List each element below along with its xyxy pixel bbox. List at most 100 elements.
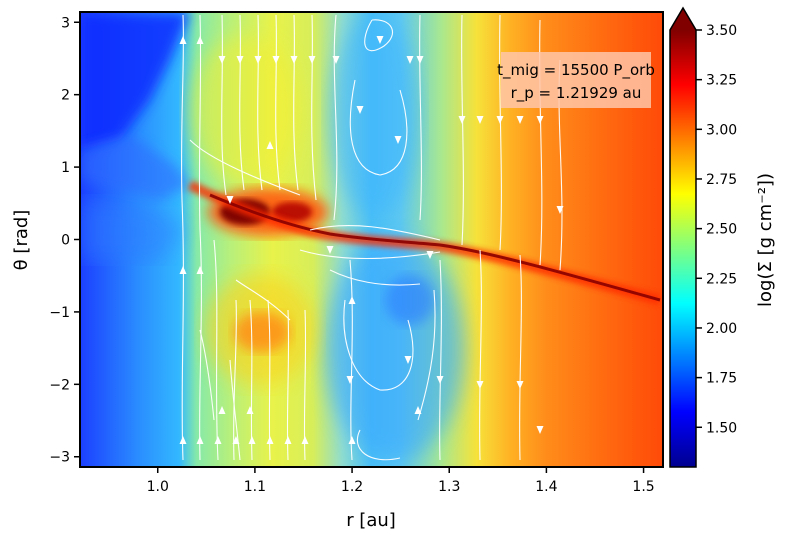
heatmap-gap-lower — [325, 240, 465, 460]
streamline-arrow — [436, 376, 444, 384]
annotation-box: t_mig = 15500 P_orb r_p = 1.21929 au — [497, 52, 655, 108]
streamline — [189, 139, 301, 196]
colorbar-label: log(Σ [g cm⁻²]) — [755, 173, 776, 307]
streamline-arrow — [196, 436, 204, 444]
streamline-arrow — [458, 116, 466, 124]
streamline-arrow — [394, 136, 402, 144]
streamline-arrow — [536, 426, 544, 434]
y-tick-label: 0 — [61, 233, 70, 249]
streamline — [275, 14, 281, 191]
streamline — [233, 299, 237, 461]
streamline-arrow — [416, 56, 424, 64]
colorbar-tick-label: 3.50 — [706, 23, 737, 39]
streamline-arrow — [516, 381, 524, 389]
colorbar: 1.50 1.75 2.00 2.25 2.50 2.75 3.00 3.25 3.50 log… — [669, 6, 776, 468]
streamline-arrow — [254, 56, 262, 64]
colorbar-tick-label: 2.50 — [706, 222, 737, 238]
streamline-arrow — [516, 116, 524, 124]
colorbar-extend-arrow — [670, 8, 696, 30]
colorbar-outline — [669, 6, 697, 468]
streamline-arrow — [179, 36, 187, 44]
streamline — [213, 239, 219, 461]
x-axis-ticks: 1.0 1.1 1.2 1.3 1.4 1.5 — [147, 467, 655, 495]
heatmap-gap-lower — [385, 275, 435, 325]
streamline — [221, 14, 227, 196]
streamline — [311, 14, 317, 201]
streamline-arrow — [348, 436, 356, 444]
annotation-line2: r_p = 1.21929 au — [511, 84, 642, 103]
streamline — [343, 299, 414, 391]
heatmap-spiral-wake-core — [209, 193, 661, 302]
x-tick-label: 1.3 — [438, 479, 460, 495]
streamline-arrow — [290, 56, 298, 64]
streamline — [499, 14, 502, 251]
heatmap-vortex-lower-core — [234, 312, 290, 352]
x-tick-label: 1.2 — [341, 479, 363, 495]
y-axis-ticks: −3 −2 −1 0 1 2 3 — [49, 15, 80, 466]
streamline — [349, 79, 408, 176]
colorbar-tick-label: 1.75 — [706, 371, 737, 387]
streamline-arrow — [218, 406, 226, 414]
streamline-arrow — [246, 406, 254, 414]
streamline-arrow — [404, 356, 412, 364]
streamline-arrow — [536, 116, 544, 124]
streamline-arrow — [266, 436, 274, 444]
streamline — [461, 14, 464, 246]
streamline — [309, 224, 441, 241]
streamline — [357, 429, 401, 461]
y-tick-label: −1 — [49, 305, 70, 321]
streamline — [199, 329, 215, 421]
streamline-arrow — [272, 56, 280, 64]
x-tick-label: 1.0 — [147, 479, 169, 495]
streamline — [439, 259, 442, 461]
streamline-arrow — [348, 296, 356, 304]
streamline-arrow — [326, 246, 334, 254]
streamline — [349, 259, 353, 461]
x-tick-label: 1.1 — [244, 479, 266, 495]
streamline-arrow — [236, 56, 244, 64]
streamline — [229, 359, 241, 461]
heatmap-low-density-band — [80, 135, 190, 200]
streamline-arrow — [248, 436, 256, 444]
y-tick-label: −3 — [49, 450, 70, 466]
heatmap-clump-core — [272, 202, 312, 222]
y-tick-label: 1 — [61, 160, 70, 176]
heatmap-gap-upper — [330, 15, 420, 215]
streamline — [419, 14, 422, 221]
streamline-arrow — [179, 266, 187, 274]
streamline — [364, 19, 394, 52]
streamline-arrow — [376, 36, 384, 44]
streamline-arrow — [232, 436, 240, 444]
streamline — [180, 14, 185, 461]
y-tick-label: −2 — [49, 377, 70, 393]
x-tick-label: 1.5 — [632, 479, 654, 495]
colorbar-tick-label: 3.25 — [706, 73, 737, 89]
heatmap-low-density-band — [80, 12, 190, 150]
colorbar-ticks: 1.50 1.75 2.00 2.25 2.50 2.75 3.00 3.25 3.50 — [696, 23, 737, 436]
streamline-arrow — [196, 266, 204, 274]
streamline — [257, 14, 263, 191]
y-tick-label: 3 — [61, 15, 70, 31]
annotation-line1: t_mig = 15500 P_orb — [497, 61, 655, 80]
streamline-arrow — [496, 116, 504, 124]
streamline — [293, 14, 299, 191]
streamline — [519, 254, 522, 461]
streamline-arrow — [179, 436, 187, 444]
streamline — [329, 269, 421, 286]
streamline-arrow — [426, 251, 434, 259]
colorbar-tick-label: 2.75 — [706, 172, 737, 188]
streamlines — [179, 14, 564, 461]
streamline — [479, 249, 482, 461]
streamline-arrow — [301, 436, 309, 444]
streamline-arrow — [226, 196, 234, 204]
streamline-arrow — [196, 36, 204, 44]
streamline-arrow — [356, 106, 364, 114]
streamline — [235, 279, 291, 321]
colorbar-tick-label: 3.00 — [706, 122, 737, 138]
streamline-arrow — [218, 56, 226, 64]
colorbar-gradient — [670, 30, 696, 467]
y-tick-label: 2 — [61, 88, 70, 104]
streamline-arrow — [556, 206, 564, 214]
y-axis-label: θ [rad] — [11, 210, 32, 271]
